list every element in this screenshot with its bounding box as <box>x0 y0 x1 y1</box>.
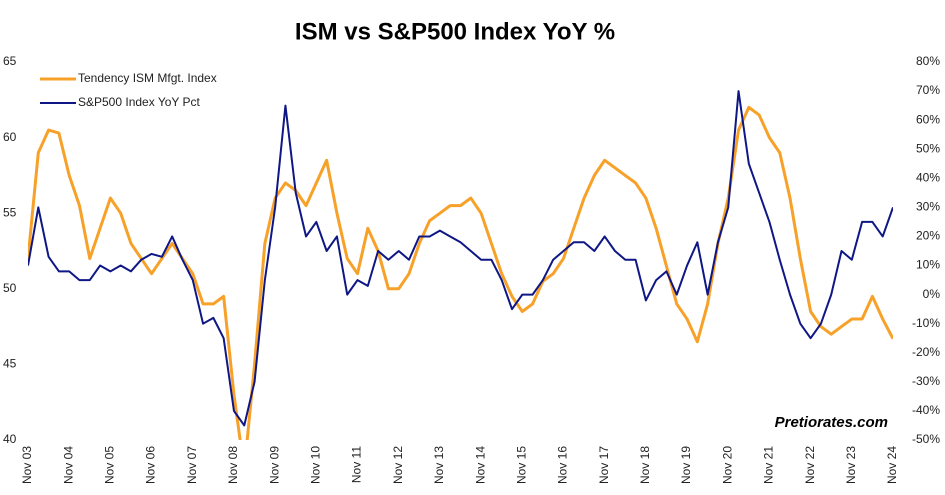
x-tick-label: Nov 17 <box>597 446 611 484</box>
y-tick-label: 65 <box>3 54 17 68</box>
y-tick-label: 60 <box>3 130 17 144</box>
y2-tick-label: 20% <box>916 229 940 243</box>
watermark: Pretiorates.com <box>775 414 888 431</box>
x-tick-label: Nov 14 <box>473 446 487 484</box>
x-tick-label: Nov 23 <box>844 446 858 484</box>
y2-tick-label: 0% <box>923 287 941 301</box>
x-tick-label: Nov 21 <box>762 446 776 484</box>
y2-tick-label: 10% <box>916 258 940 272</box>
x-tick-label: Nov 19 <box>679 446 693 484</box>
series-line <box>28 90 893 427</box>
series-line <box>28 105 893 440</box>
x-tick-label: Nov 12 <box>391 446 405 484</box>
y-tick-label: 55 <box>3 205 17 219</box>
y2-tick-label: -40% <box>912 403 940 417</box>
y-tick-label: 45 <box>3 357 17 371</box>
x-tick-label: Nov 15 <box>514 446 528 484</box>
x-tick-label: Nov 11 <box>350 446 364 483</box>
y2-tick-label: -10% <box>912 316 940 330</box>
x-tick-label: Nov 24 <box>885 446 899 484</box>
y-tick-label: 50 <box>3 281 17 295</box>
y2-tick-label: -20% <box>912 345 940 359</box>
y2-tick-label: 70% <box>916 83 940 97</box>
y2-tick-label: -30% <box>912 374 940 388</box>
y2-tick-label: 30% <box>916 200 940 214</box>
legend-label: Tendency ISM Mfgt. Index <box>78 71 217 85</box>
x-tick-label: Nov 08 <box>226 446 240 484</box>
x-tick-label: Nov 07 <box>185 446 199 484</box>
x-tick-label: Nov 16 <box>556 446 570 484</box>
y2-tick-label: 60% <box>916 112 940 126</box>
y2-tick-label: 40% <box>916 170 940 184</box>
y2-tick-label: 80% <box>916 54 940 68</box>
legend-label: S&P500 Index YoY Pct <box>78 95 201 109</box>
x-tick-label: Nov 06 <box>144 446 158 484</box>
x-tick-label: Nov 20 <box>720 446 734 484</box>
plot-area <box>28 90 893 440</box>
x-tick-label: Nov 09 <box>267 446 281 484</box>
x-tick-label: Nov 22 <box>803 446 817 484</box>
x-tick-label: Nov 10 <box>309 446 323 484</box>
x-tick-label: Nov 04 <box>61 446 75 484</box>
x-tick-label: Nov 03 <box>20 446 34 484</box>
x-tick-label: Nov 18 <box>638 446 652 484</box>
y2-tick-label: -50% <box>912 432 940 446</box>
y2-tick-label: 50% <box>916 141 940 155</box>
chart-title: ISM vs S&P500 Index YoY % <box>295 18 615 45</box>
x-tick-label: Nov 05 <box>103 446 117 484</box>
y-tick-label: 40 <box>3 432 17 446</box>
x-tick-label: Nov 13 <box>432 446 446 484</box>
